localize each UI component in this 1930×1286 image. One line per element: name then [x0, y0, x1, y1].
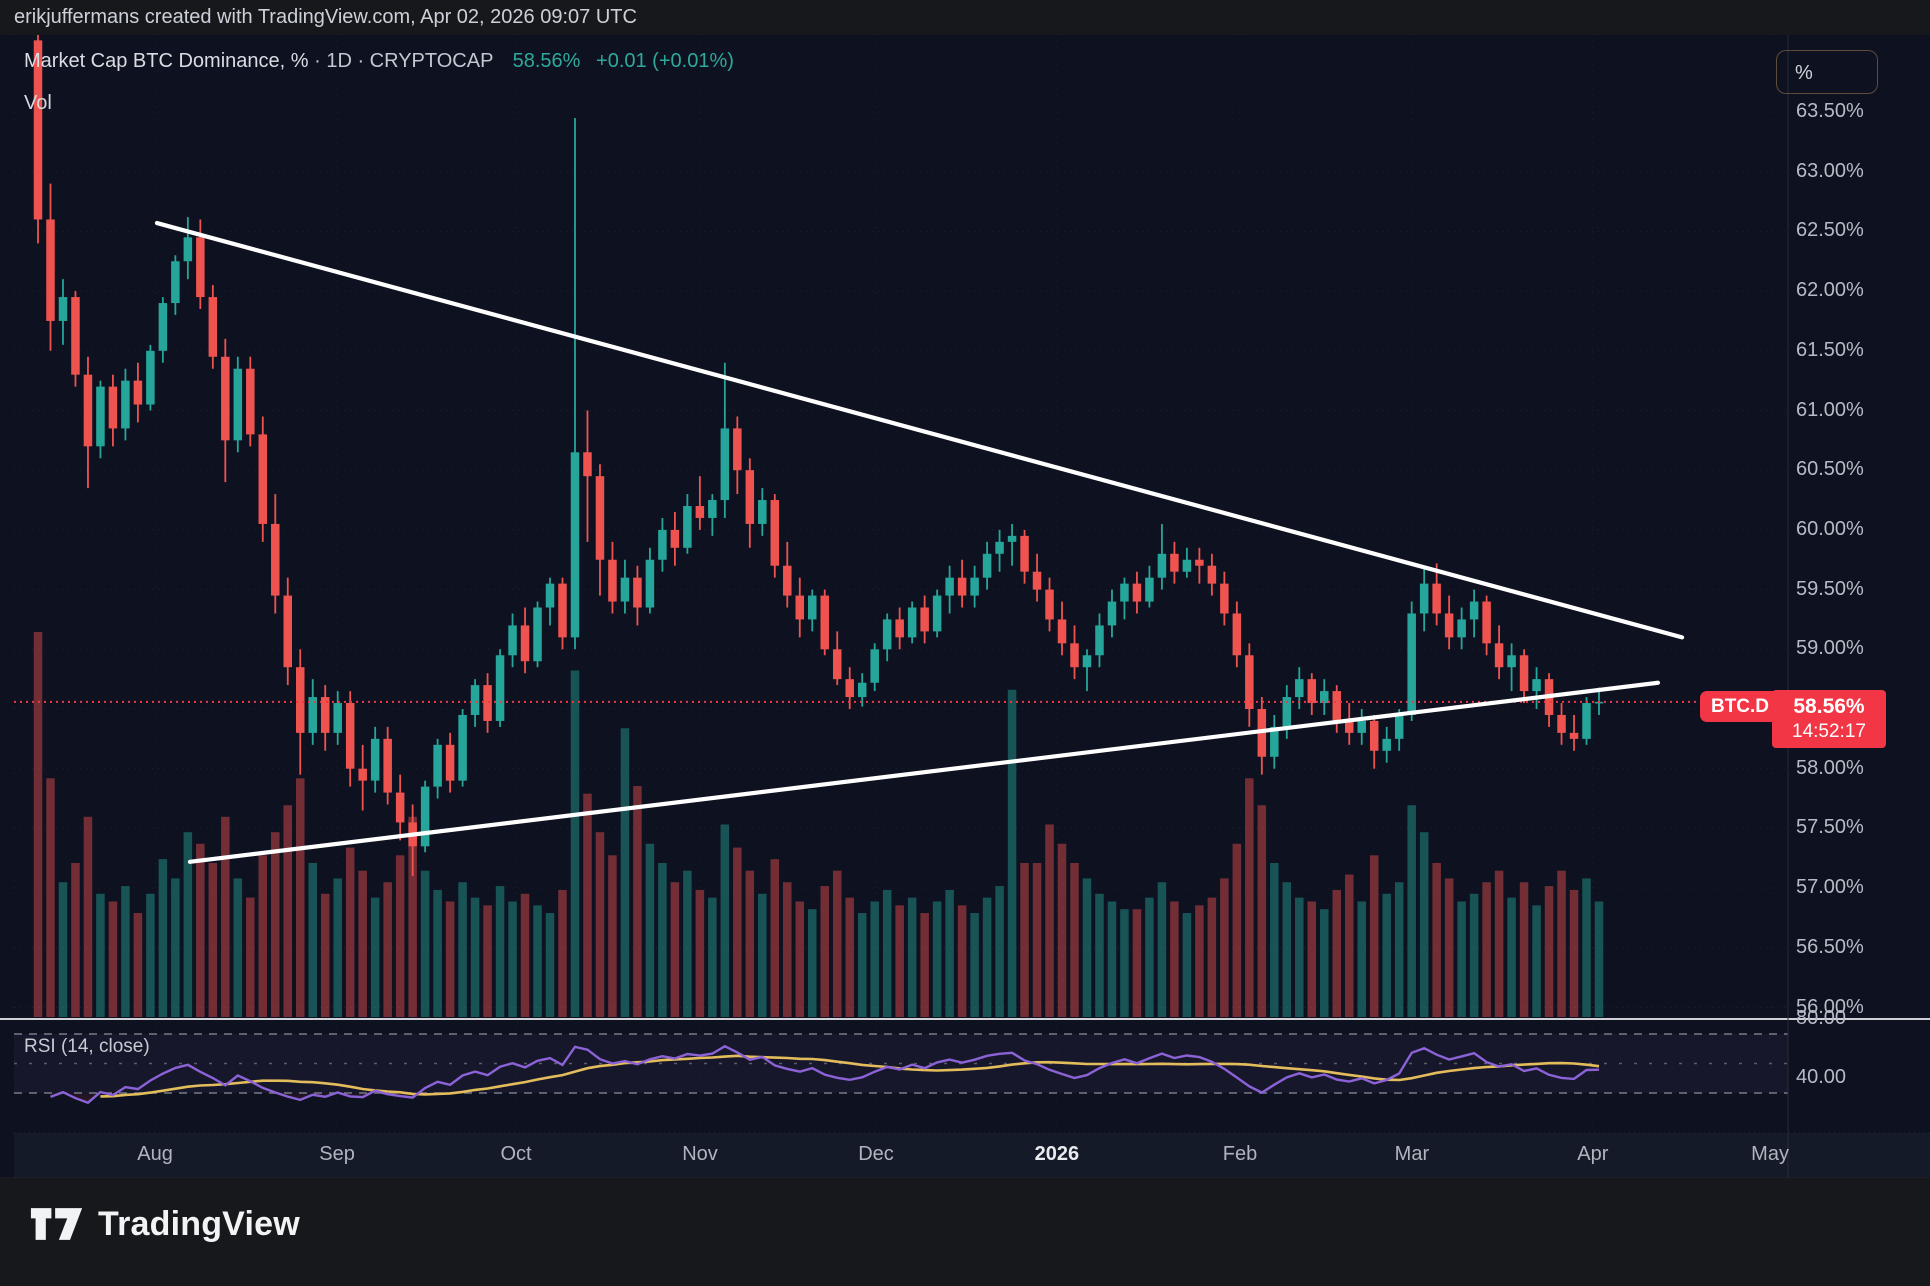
current-price-label: 58.56% 14:52:17 — [1772, 690, 1886, 748]
price-tick-label: 58.00% — [1796, 756, 1864, 779]
price-tick-label: 56.50% — [1796, 935, 1864, 958]
tradingview-logo[interactable]: TradingView — [30, 1202, 300, 1246]
rsi-tick-label: 40.00 — [1796, 1066, 1847, 1089]
candles-layer — [33, 35, 1604, 877]
symbol-title[interactable]: Market Cap BTC Dominance, % — [24, 50, 309, 72]
volume-bars-layer — [33, 632, 1604, 1017]
symbol-legend: Market Cap BTC Dominance, % · 1D · CRYPT… — [24, 50, 734, 73]
price-tick-label: 56.00% — [1796, 995, 1864, 1018]
price-change-value: +0.01 (+0.01%) — [596, 50, 734, 72]
price-tick-label: 63.50% — [1796, 100, 1864, 122]
time-axis-strip[interactable] — [14, 1133, 1930, 1178]
symbol-price-tag: BTC.D — [1700, 691, 1780, 722]
attribution-text: erikjuffermans created with TradingView.… — [14, 6, 637, 28]
time-axis-label: Nov — [682, 1143, 718, 1165]
price-tick-label: 60.00% — [1796, 517, 1864, 540]
chart-background — [0, 35, 1930, 1178]
tradingview-logo-text: TradingView — [98, 1204, 300, 1243]
tradingview-logo-icon — [30, 1208, 83, 1240]
time-axis-label: Mar — [1394, 1143, 1430, 1165]
trendline-ascending-support[interactable] — [187, 680, 1661, 864]
price-tick-label: 60.50% — [1796, 458, 1864, 481]
price-tick-label: 59.00% — [1796, 637, 1864, 660]
attribution-bar: erikjuffermans created with TradingView.… — [0, 0, 1930, 35]
price-tick-label: 61.50% — [1796, 338, 1864, 361]
time-axis-label: Sep — [319, 1143, 355, 1165]
price-tick-label: 57.50% — [1796, 816, 1864, 839]
time-axis-label: Feb — [1222, 1143, 1258, 1165]
rsi-tick-label: 80.00 — [1796, 1007, 1847, 1030]
time-axis-label: Dec — [858, 1143, 894, 1165]
symbol-meta: · 1D · CRYPTOCAP — [314, 50, 494, 72]
rsi-ma-line — [100, 1054, 1600, 1098]
time-axis-label: Aug — [137, 1143, 173, 1165]
footer-bar: TradingView — [0, 1178, 1930, 1286]
last-price-value: 58.56% — [512, 50, 581, 72]
grid-layer — [13, 35, 1788, 1133]
rsi-line — [50, 1044, 1600, 1105]
time-axis-label: Apr — [1577, 1143, 1609, 1165]
rsi-indicator-label[interactable]: RSI (14, close) — [24, 1036, 150, 1057]
time-axis-label: Oct — [500, 1143, 532, 1165]
price-tick-label: 59.50% — [1796, 577, 1864, 600]
price-tick-label: 63.00% — [1796, 159, 1864, 182]
price-tick-label: 62.00% — [1796, 279, 1864, 302]
price-tick-label: 62.50% — [1796, 219, 1864, 242]
volume-indicator-label[interactable]: Vol — [24, 92, 52, 114]
time-axis-label: May — [1751, 1143, 1789, 1165]
price-tick-label: 61.00% — [1796, 398, 1864, 421]
trendline-descending-resistance[interactable] — [154, 220, 1685, 640]
current-price-value: 58.56% — [1793, 695, 1865, 718]
time-axis-label: 2026 — [1034, 1143, 1080, 1165]
countdown-timer: 14:52:17 — [1792, 721, 1866, 742]
price-scale-unit-button[interactable]: % — [1776, 50, 1878, 94]
price-tick-label: 57.00% — [1796, 876, 1864, 899]
